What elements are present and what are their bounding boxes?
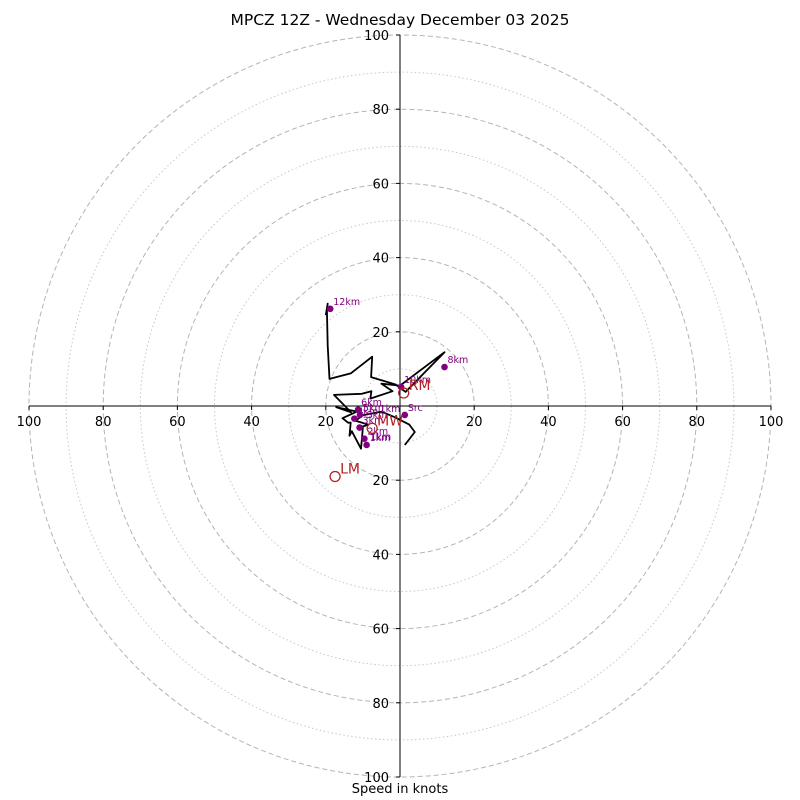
x-tick-label: 60 bbox=[169, 415, 186, 430]
height-label-extra: Skm bbox=[367, 410, 388, 421]
height-marker-5km bbox=[356, 411, 364, 419]
height-label-2km: 2km bbox=[367, 427, 388, 438]
height-label-extra: 1km bbox=[380, 404, 401, 415]
height-marker-1km bbox=[363, 441, 370, 449]
chart-title: MPCZ 12Z - Wednesday December 03 2025 bbox=[230, 11, 570, 29]
height-marker-Src bbox=[401, 411, 409, 419]
storm-motion-RM bbox=[398, 387, 410, 399]
x-axis-label: Speed in knots bbox=[351, 782, 449, 797]
x-tick-label: 40 bbox=[243, 415, 260, 430]
y-tick-label: 20 bbox=[372, 326, 389, 341]
y-tick-label: 60 bbox=[372, 177, 389, 192]
axes bbox=[28, 34, 772, 778]
y-tick-label: 40 bbox=[372, 252, 389, 267]
storm-motion-label-RM: RM bbox=[409, 378, 431, 394]
y-tick-label: 60 bbox=[372, 623, 389, 638]
x-tick-label: 100 bbox=[759, 415, 784, 430]
height-label-Src: Src bbox=[408, 403, 423, 414]
y-tick-label: 80 bbox=[372, 697, 389, 712]
y-tick-label: 40 bbox=[372, 548, 389, 563]
storm-motion-MW bbox=[366, 422, 378, 434]
x-tick-label: 20 bbox=[466, 415, 483, 430]
height-marker-6km bbox=[354, 406, 362, 414]
height-label-1km: 1km bbox=[370, 433, 391, 444]
height-marker-8km bbox=[441, 363, 448, 371]
storm-motion-label-LM: LM bbox=[340, 461, 360, 477]
height-label-6km: 6km bbox=[361, 398, 382, 409]
y-tick-label: 100 bbox=[364, 29, 389, 44]
height-marker-3km bbox=[356, 424, 363, 431]
height-marker-2km bbox=[361, 435, 368, 442]
x-tick-label: 20 bbox=[318, 415, 335, 430]
height-label-extra: 1km bbox=[370, 432, 391, 443]
x-tick-label: 100 bbox=[17, 415, 42, 430]
x-tick-label: 80 bbox=[689, 415, 706, 430]
x-tick-label: 80 bbox=[95, 415, 112, 430]
x-tick-label: 40 bbox=[540, 415, 557, 430]
height-label-3km: 3km bbox=[363, 416, 384, 427]
storm-motion-label-MW: MW bbox=[377, 413, 403, 429]
height-marker-12km bbox=[326, 305, 334, 313]
height-label-10km: 10km bbox=[404, 375, 431, 386]
height-marker-4km bbox=[351, 415, 358, 422]
y-tick-label: 80 bbox=[372, 103, 389, 118]
tick-labels: 100 80 60 40 20 20 40 60 80 100 100 80 60 40 20 20 40 60 8… bbox=[17, 29, 784, 786]
y-tick-label: 20 bbox=[372, 474, 389, 489]
storm-motion-LM bbox=[329, 470, 341, 483]
y-tick-label: 100 bbox=[364, 771, 389, 786]
height-label-8km: 8km bbox=[448, 355, 469, 366]
marker-layer: Src1km2km3km4km5km6km8km10km12km1km1kmSk… bbox=[326, 297, 469, 483]
height-label-5km: 5km bbox=[363, 403, 384, 414]
x-tick-label: 60 bbox=[614, 415, 631, 430]
height-label-12km: 12km bbox=[333, 297, 360, 308]
height-label-4km: 4km bbox=[357, 407, 378, 418]
